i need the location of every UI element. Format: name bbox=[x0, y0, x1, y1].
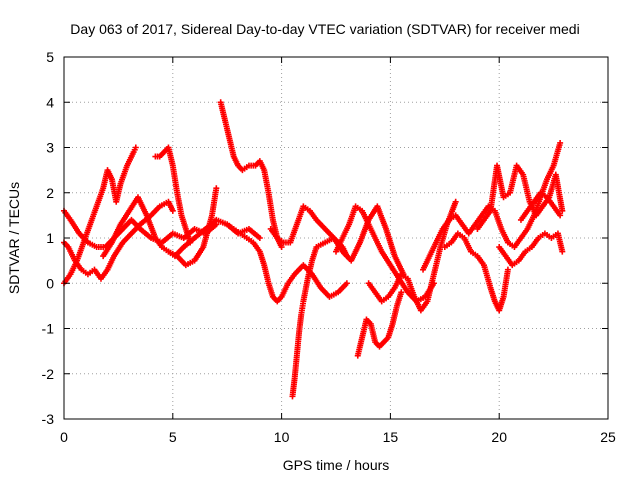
x-tick-label: 0 bbox=[60, 429, 68, 445]
data-point bbox=[559, 207, 566, 214]
series-track-14 bbox=[420, 139, 564, 273]
chart-title: Day 063 of 2017, Sidereal Day-to-day VTE… bbox=[70, 21, 579, 37]
data-point bbox=[398, 289, 405, 296]
data-point bbox=[169, 207, 176, 214]
x-tick-label: 5 bbox=[169, 429, 177, 445]
y-tick-label: 4 bbox=[46, 94, 54, 110]
x-tick-label: 25 bbox=[600, 429, 616, 445]
data-point bbox=[256, 235, 263, 241]
y-tick-label: 0 bbox=[46, 275, 54, 291]
data-points bbox=[61, 99, 566, 400]
data-point bbox=[187, 239, 194, 246]
data-point bbox=[557, 139, 564, 146]
series-track-12 bbox=[354, 289, 405, 359]
data-point bbox=[213, 185, 220, 192]
y-tick-label: 1 bbox=[46, 230, 54, 246]
y-tick-labels: -3 -2 -1 0 1 2 3 4 5 bbox=[42, 49, 55, 427]
series-track-2 bbox=[61, 198, 176, 282]
x-tick-label: 20 bbox=[491, 429, 507, 445]
y-tick-label: 5 bbox=[46, 49, 54, 65]
y-axis-title: SDTVAR / TECUs bbox=[6, 182, 22, 294]
series-track-9 bbox=[289, 235, 350, 400]
series-track-3 bbox=[61, 207, 220, 251]
data-point bbox=[132, 144, 139, 151]
data-point bbox=[343, 280, 350, 287]
series-track-5 bbox=[152, 144, 194, 246]
series-track-10 bbox=[267, 203, 407, 278]
series-track-13 bbox=[365, 198, 459, 314]
y-tick-label: -2 bbox=[42, 366, 55, 382]
y-tick-label: -1 bbox=[42, 321, 55, 337]
x-tick-labels: 0 5 10 15 20 25 bbox=[60, 429, 616, 445]
series-track-6 bbox=[165, 185, 220, 269]
x-tick-label: 10 bbox=[274, 429, 290, 445]
y-tick-label: 2 bbox=[46, 185, 54, 201]
series-track-15 bbox=[441, 230, 511, 314]
data-point bbox=[278, 244, 285, 251]
series-track-1 bbox=[61, 144, 139, 287]
data-point bbox=[504, 266, 511, 273]
series-track-18 bbox=[517, 189, 564, 223]
data-point bbox=[452, 198, 459, 205]
y-tick-label: 3 bbox=[46, 140, 54, 156]
x-axis-title: GPS time / hours bbox=[283, 457, 390, 473]
y-tick-label: -3 bbox=[42, 411, 55, 427]
data-point bbox=[557, 212, 564, 219]
axis-ticks bbox=[63, 56, 609, 420]
series-track-16 bbox=[474, 162, 566, 232]
series-track-8 bbox=[224, 221, 350, 305]
series-track-17 bbox=[496, 230, 566, 269]
data-point bbox=[559, 248, 566, 255]
x-tick-label: 15 bbox=[383, 429, 399, 445]
